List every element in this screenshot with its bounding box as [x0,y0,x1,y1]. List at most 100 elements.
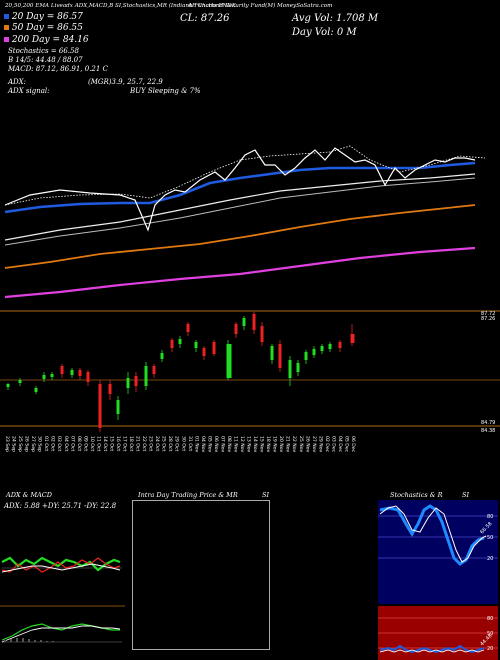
date-label: 21 Oct [135,436,141,451]
candle [126,372,130,394]
ema50-legend: 50 Day = 86.55 [4,23,83,33]
date-label: 15 Oct [108,436,114,451]
intraday-panel-si: SI [262,491,270,499]
stoch-panel-si: SI [462,491,470,499]
candle [18,378,22,386]
date-label: 08 Oct [76,436,82,451]
rsi-tick-50: 50 [487,631,493,637]
price-close-line [4,147,476,232]
date-label: 01 Oct [43,436,49,451]
date-label: 19 Nov [272,436,278,453]
candle [270,344,274,364]
date-label: 28 Oct [167,436,173,451]
date-label: 27 Sep [30,436,36,452]
date-label: 21 Nov [285,436,291,453]
date-label: 25 Oct [161,436,167,451]
date-label: 30 Sep [37,436,43,452]
ema-lines [4,145,486,299]
magenta-ema-line [4,246,476,299]
candle [152,364,156,378]
date-label: 10 Oct [89,436,95,451]
ema50-value: 50 Day = 86.55 [11,23,83,33]
adx-label: ADX: [8,78,27,86]
candle [144,362,148,390]
chart-header-line: 20,50,200 EMA Liveadx ADX,MACD,B SI,Stoc… [5,3,333,9]
candle [160,350,164,362]
grey-band-lower [4,177,476,246]
rsi-tick-20: 20 [487,646,493,652]
date-label: 20 Nov [278,436,284,453]
candle [134,372,138,392]
date-label: 04 Nov [200,436,206,453]
intraday-chart-box [132,500,270,650]
date-label: 06 Nov [213,436,219,453]
candle [350,324,355,346]
date-label: 02 Oct [50,436,56,451]
candle [70,368,74,378]
date-label: 24 Sep [11,436,17,452]
candlesticks [6,312,355,432]
date-label: 01 Nov [193,436,199,453]
date-label: 22 Nov [291,436,297,453]
date-label: 11 Nov [232,436,238,453]
macd-value: MACD: 87.12, 86.91, 0.21 C [8,65,108,73]
candle [60,364,64,378]
date-label: 29 Nov [317,436,323,453]
stoch-tick-80: 80 [487,514,493,520]
candle [304,350,308,364]
stoch-tick-50: 50 [487,535,493,541]
grey-band-upper [4,173,476,241]
adx-green-line [1,556,121,572]
adx-panel-values: ADX: 5.88 +DY: 25.71 -DY: 22.8 [4,502,117,510]
date-axis: 23 Sep 24 Sep 25 Sep 26 Sep 27 Sep 30 Sep 01 O… [4,436,356,453]
ema200-legend: 200 Day = 84.16 [4,35,89,45]
candle [6,383,10,390]
stoch-panel-title: Stochastics & R [390,491,443,499]
candle [78,368,82,380]
date-label: 03 Oct [56,436,62,451]
intraday-panel-title: Intra Day Trading Price & MR [138,491,238,499]
candle [252,312,256,334]
date-label: 03 Dec [330,436,336,453]
date-label: 25 Nov [298,436,304,453]
adx-panel [0,556,125,643]
date-label: 12 Nov [239,436,245,453]
date-label: 13 Nov [246,436,252,453]
candle [226,340,232,380]
day-volume: Day Vol: 0 M [292,27,357,38]
candle [242,316,246,330]
date-label: 26 Nov [304,436,310,453]
candle [328,342,332,352]
date-label: 17 Oct [122,436,128,451]
date-label: 24 Oct [154,436,160,451]
date-label: 02 Dec [324,436,330,453]
candle [194,340,198,352]
adx-red-line [1,557,121,573]
candle [178,336,182,348]
date-label: 26 Sep [24,436,30,452]
candle [212,340,216,356]
orange-ema-line [4,204,476,269]
adx-signal: BUY Sleeping & 7% [130,87,201,95]
stoch-k-line [379,504,485,566]
date-label: 06 Dec [350,436,356,453]
close-price: CL: 87.26 [180,13,230,24]
ema200-swatch [4,37,9,42]
date-label: 15 Nov [259,436,265,453]
price-axis-bottom-2: 84.38 [481,428,495,434]
candle [108,380,112,400]
date-label: 29 Oct [174,436,180,451]
date-label: 07 Nov [219,436,225,453]
candle [288,356,292,386]
date-label: 18 Oct [128,436,134,451]
ticker-line: AF Charts FNDK [188,3,236,9]
rsi-white-line [379,649,485,653]
candle [50,372,54,380]
ema20-swatch [4,14,9,19]
date-label: 25 Sep [17,436,23,452]
date-label: 23 Oct [148,436,154,451]
date-label: 16 Oct [115,436,121,451]
candle [186,322,190,336]
candle [320,344,324,354]
candle [116,396,120,420]
